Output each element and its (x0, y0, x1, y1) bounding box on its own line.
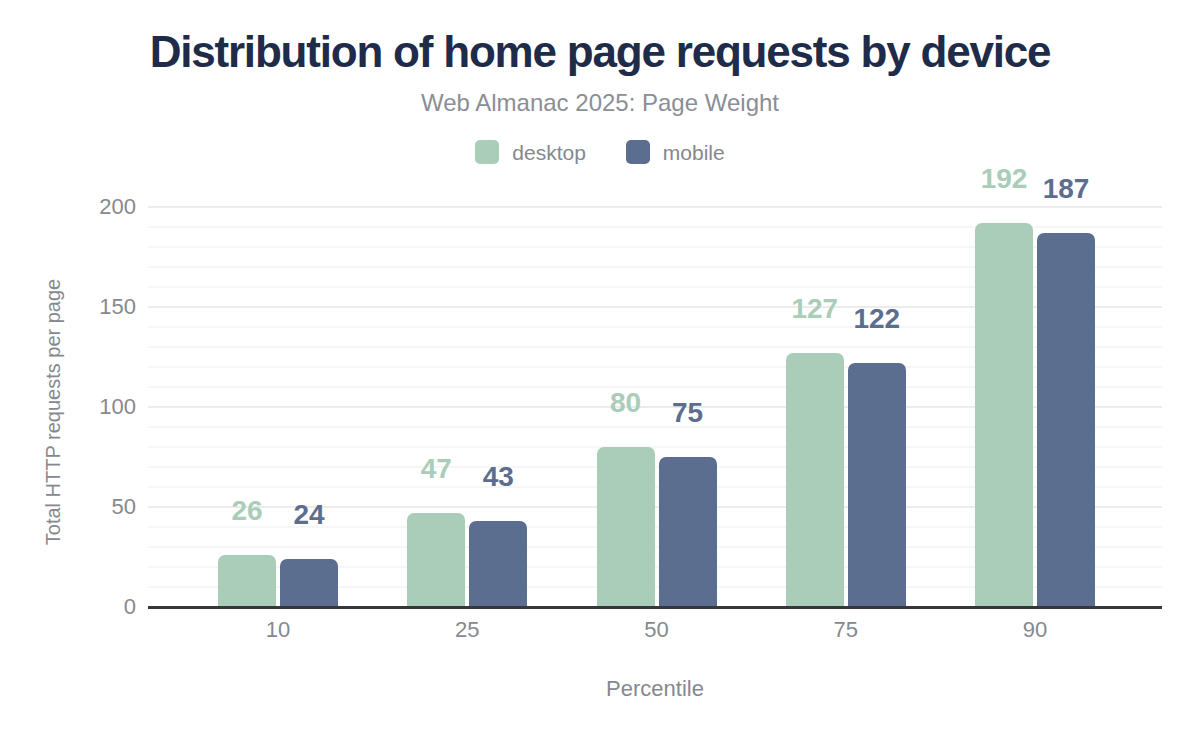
plot-area: Total HTTP requests per page Percentile … (0, 0, 1200, 742)
bar-value-label-desktop-p90: 192 (975, 165, 1033, 193)
bar-mobile-p90[interactable] (1037, 233, 1095, 607)
bar-value-label-mobile-p90: 187 (1037, 175, 1095, 203)
bar-desktop-p25[interactable] (407, 513, 465, 607)
x-tick-label: 50 (597, 617, 717, 643)
bar-desktop-p75[interactable] (786, 353, 844, 607)
bar-value-label-mobile-p25: 43 (469, 463, 527, 491)
bar-mobile-p25[interactable] (469, 521, 527, 607)
bar-value-label-desktop-p25: 47 (407, 455, 465, 483)
bar-mobile-p10[interactable] (280, 559, 338, 607)
x-tick-label: 90 (975, 617, 1095, 643)
bar-desktop-p50[interactable] (597, 447, 655, 607)
bar-mobile-p50[interactable] (659, 457, 717, 607)
bar-mobile-p75[interactable] (848, 363, 906, 607)
bar-desktop-p90[interactable] (975, 223, 1033, 607)
y-tick-label: 200 (16, 194, 136, 220)
gridline-major (148, 206, 1162, 208)
x-axis-line (148, 606, 1162, 609)
x-tick-label: 10 (218, 617, 338, 643)
bar-value-label-mobile-p50: 75 (659, 399, 717, 427)
y-tick-label: 100 (16, 394, 136, 420)
y-tick-label: 0 (16, 594, 136, 620)
bar-value-label-desktop-p50: 80 (597, 389, 655, 417)
bar-desktop-p10[interactable] (218, 555, 276, 607)
bar-value-label-desktop-p10: 26 (218, 497, 276, 525)
chart-figure: Distribution of home page requests by de… (0, 0, 1200, 742)
x-axis-title: Percentile (148, 676, 1162, 702)
bar-value-label-mobile-p10: 24 (280, 501, 338, 529)
bar-value-label-desktop-p75: 127 (786, 295, 844, 323)
x-tick-label: 75 (786, 617, 906, 643)
bar-value-label-mobile-p75: 122 (848, 305, 906, 333)
y-tick-label: 50 (16, 494, 136, 520)
y-tick-label: 150 (16, 294, 136, 320)
x-tick-label: 25 (407, 617, 527, 643)
